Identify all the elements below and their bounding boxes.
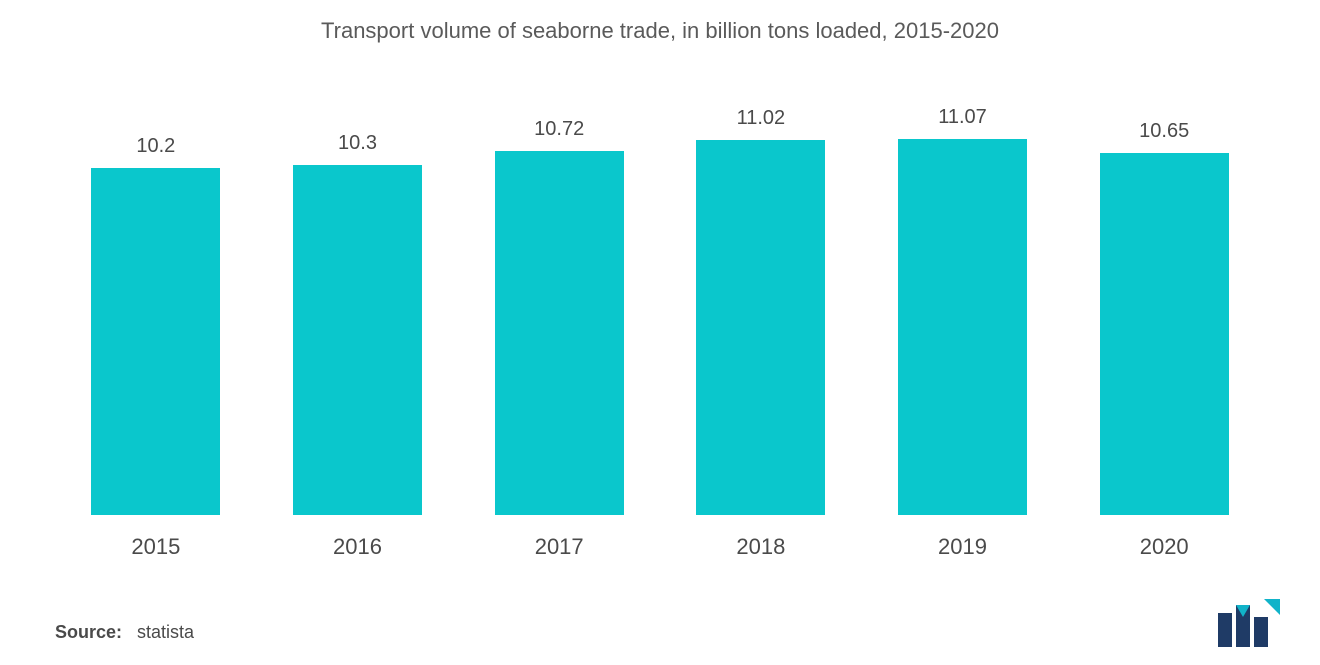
- bar-slot: 10.2: [55, 90, 257, 515]
- bar: [293, 165, 422, 515]
- bar: [898, 139, 1027, 515]
- bar-slot: 10.3: [257, 90, 459, 515]
- x-axis: 2015 2016 2017 2018 2019 2020: [55, 534, 1265, 560]
- chart-source: Source: statista: [55, 622, 194, 643]
- x-tick-label: 2019: [862, 534, 1064, 560]
- chart-container: Transport volume of seaborne trade, in b…: [0, 0, 1320, 665]
- bar-value-label: 11.02: [737, 107, 786, 130]
- x-tick-label: 2015: [55, 534, 257, 560]
- bar-value-label: 10.3: [338, 132, 377, 155]
- bar: [495, 151, 624, 515]
- x-tick-label: 2016: [257, 534, 459, 560]
- brand-logo-icon: [1216, 599, 1280, 647]
- bar-slot: 11.02: [660, 90, 862, 515]
- chart-title: Transport volume of seaborne trade, in b…: [0, 0, 1320, 44]
- plot-area: 10.2 10.3 10.72 11.02 11.07 10.65: [55, 90, 1265, 515]
- x-tick-label: 2018: [660, 534, 862, 560]
- bars-group: 10.2 10.3 10.72 11.02 11.07 10.65: [55, 90, 1265, 515]
- bar-value-label: 10.65: [1139, 120, 1189, 143]
- bar-value-label: 11.07: [938, 106, 987, 129]
- bar-value-label: 10.72: [534, 118, 584, 141]
- bar: [696, 140, 825, 515]
- bar-slot: 11.07: [862, 90, 1064, 515]
- source-value: statista: [137, 622, 194, 642]
- x-tick-label: 2020: [1063, 534, 1265, 560]
- bar: [1100, 153, 1229, 515]
- x-tick-label: 2017: [458, 534, 660, 560]
- bar: [91, 168, 220, 515]
- bar-slot: 10.65: [1063, 90, 1265, 515]
- bar-slot: 10.72: [458, 90, 660, 515]
- bar-value-label: 10.2: [136, 135, 175, 158]
- source-label: Source:: [55, 622, 122, 642]
